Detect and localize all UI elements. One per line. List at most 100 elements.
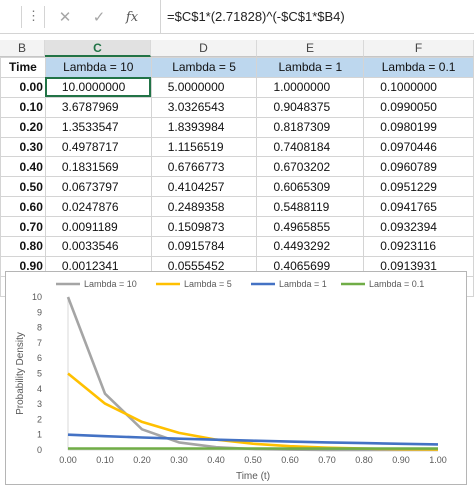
- y-tick-label: 3: [37, 399, 42, 409]
- value-cell[interactable]: 0.2489358: [151, 197, 257, 217]
- value-cell[interactable]: 5.0000000: [151, 77, 257, 97]
- column-header-f[interactable]: F: [364, 40, 474, 57]
- time-cell[interactable]: 0.00: [1, 77, 46, 97]
- time-cell[interactable]: 0.10: [1, 97, 46, 117]
- column-header-e[interactable]: E: [257, 40, 364, 57]
- value-cell[interactable]: 0.4965855: [257, 217, 364, 237]
- formula-bar: ⋮ ✕ ✓ fx =$C$1*(2.71828)^(-$C$1*$B4): [0, 0, 474, 34]
- more-options-icon[interactable]: ⋮: [27, 7, 40, 25]
- lambda-header-cell[interactable]: Lambda = 10: [45, 58, 151, 78]
- value-cell[interactable]: 0.0091189: [45, 217, 151, 237]
- fx-icon: fx: [126, 10, 138, 25]
- value-cell[interactable]: 0.0970446: [364, 137, 474, 157]
- value-cell[interactable]: 0.0247876: [45, 197, 151, 217]
- enter-button[interactable]: ✓: [88, 6, 110, 28]
- y-tick-label: 7: [37, 338, 42, 348]
- y-tick-label: 2: [37, 414, 42, 424]
- value-cell[interactable]: 0.1000000: [364, 77, 474, 97]
- x-tick-label: 1.00: [429, 455, 447, 465]
- legend-entry: Lambda = 0.1: [369, 279, 424, 289]
- active-cell[interactable]: 10.0000000: [45, 77, 151, 97]
- lambda-header-cell[interactable]: Lambda = 0.1: [364, 58, 474, 78]
- y-tick-label: 1: [37, 430, 42, 440]
- value-cell[interactable]: 0.0960789: [364, 157, 474, 177]
- y-tick-label: 9: [37, 307, 42, 317]
- value-cell[interactable]: 0.9048375: [257, 97, 364, 117]
- column-header-c[interactable]: C: [45, 40, 151, 57]
- value-cell[interactable]: 0.4978717: [45, 137, 151, 157]
- value-cell[interactable]: 1.3533547: [45, 117, 151, 137]
- cancel-button[interactable]: ✕: [54, 6, 76, 28]
- value-cell[interactable]: 0.0980199: [364, 117, 474, 137]
- value-cell[interactable]: 0.0932394: [364, 217, 474, 237]
- x-tick-label: 0.90: [392, 455, 410, 465]
- time-cell[interactable]: 0.70: [1, 217, 46, 237]
- value-cell[interactable]: 0.0033546: [45, 237, 151, 257]
- legend-entry: Lambda = 1: [279, 279, 327, 289]
- time-cell[interactable]: 0.60: [1, 197, 46, 217]
- formula-bar-divider: [44, 6, 45, 28]
- value-cell[interactable]: 0.0941765: [364, 197, 474, 217]
- value-cell[interactable]: 0.1509873: [151, 217, 257, 237]
- column-header-d[interactable]: D: [151, 40, 257, 57]
- value-cell[interactable]: 0.8187309: [257, 117, 364, 137]
- value-cell[interactable]: 0.0990050: [364, 97, 474, 117]
- value-cell[interactable]: 0.6766773: [151, 157, 257, 177]
- formula-input[interactable]: =$C$1*(2.71828)^(-$C$1*$B4): [160, 0, 474, 34]
- x-tick-label: 0.80: [355, 455, 373, 465]
- y-tick-label: 8: [37, 323, 42, 333]
- time-cell[interactable]: 0.40: [1, 157, 46, 177]
- value-cell[interactable]: 0.7408184: [257, 137, 364, 157]
- value-cell[interactable]: 0.6065309: [257, 177, 364, 197]
- value-cell[interactable]: 0.1831569: [45, 157, 151, 177]
- time-cell[interactable]: 0.50: [1, 177, 46, 197]
- value-cell[interactable]: 1.1156519: [151, 137, 257, 157]
- y-tick-label: 10: [32, 292, 42, 302]
- time-header-cell[interactable]: Time: [1, 58, 46, 78]
- value-cell[interactable]: 0.0673797: [45, 177, 151, 197]
- value-cell[interactable]: 0.4104257: [151, 177, 257, 197]
- series-line-0: [68, 297, 438, 450]
- value-cell[interactable]: 0.0923116: [364, 237, 474, 257]
- value-cell[interactable]: 3.6787969: [45, 97, 151, 117]
- value-cell[interactable]: 0.0915784: [151, 237, 257, 257]
- insert-function-button[interactable]: fx: [121, 6, 143, 28]
- x-tick-label: 0.60: [281, 455, 299, 465]
- x-axis-title: Time (t): [236, 471, 270, 482]
- value-cell[interactable]: 0.4493292: [257, 237, 364, 257]
- time-cell[interactable]: 0.20: [1, 117, 46, 137]
- time-cell[interactable]: 0.80: [1, 237, 46, 257]
- time-cell[interactable]: 0.30: [1, 137, 46, 157]
- lambda-header-cell[interactable]: Lambda = 5: [151, 58, 257, 78]
- checkmark-icon: ✓: [93, 8, 106, 26]
- y-tick-label: 4: [37, 384, 42, 394]
- x-tick-label: 0.30: [170, 455, 188, 465]
- x-tick-label: 0.70: [318, 455, 336, 465]
- value-cell[interactable]: 3.0326543: [151, 97, 257, 117]
- value-cell[interactable]: 1.0000000: [257, 77, 364, 97]
- name-box[interactable]: [0, 6, 22, 28]
- value-cell[interactable]: 0.6703202: [257, 157, 364, 177]
- column-header-b[interactable]: B: [0, 40, 45, 57]
- value-cell[interactable]: 1.8393984: [151, 117, 257, 137]
- x-tick-label: 0.40: [207, 455, 225, 465]
- value-cell[interactable]: 0.0951229: [364, 177, 474, 197]
- value-cell[interactable]: 0.5488119: [257, 197, 364, 217]
- y-tick-label: 0: [37, 445, 42, 455]
- y-axis-title: Probability Density: [15, 332, 26, 415]
- lambda-header-cell[interactable]: Lambda = 1: [257, 58, 364, 78]
- legend-entry: Lambda = 10: [84, 279, 137, 289]
- legend-entry: Lambda = 5: [184, 279, 232, 289]
